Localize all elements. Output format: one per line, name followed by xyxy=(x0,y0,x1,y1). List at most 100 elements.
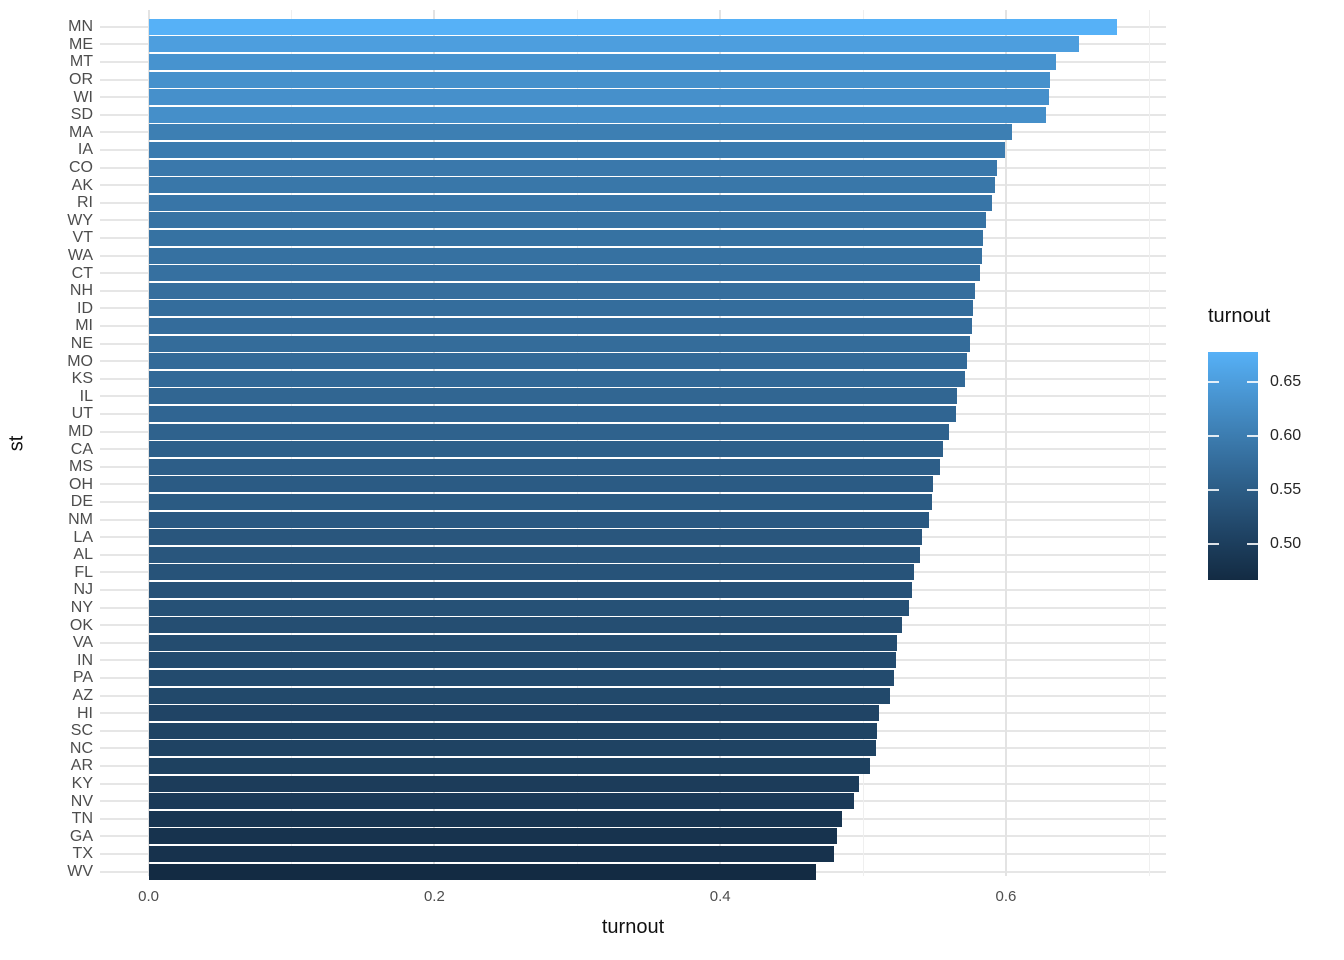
bar-AL xyxy=(148,546,921,563)
bar-SD xyxy=(148,106,1046,123)
bar-FL xyxy=(148,564,915,581)
y-tick-label: NJ xyxy=(73,581,93,599)
legend-tick-label: 0.55 xyxy=(1270,481,1302,499)
bar-AR xyxy=(148,757,871,774)
bar-MI xyxy=(148,317,972,334)
y-tick-label: HI xyxy=(77,704,93,722)
bar-DE xyxy=(148,493,932,510)
bar-MT xyxy=(148,53,1056,70)
bar-GA xyxy=(148,828,838,845)
bar-MN xyxy=(148,18,1118,35)
y-tick-label: RI xyxy=(77,194,93,212)
y-tick-label: LA xyxy=(73,528,93,546)
y-tick-label: OR xyxy=(69,71,93,89)
bar-ME xyxy=(148,36,1079,53)
y-tick-label: PA xyxy=(72,669,93,687)
bar-NJ xyxy=(148,581,912,598)
bar-NH xyxy=(148,282,975,299)
y-tick-label: IL xyxy=(79,387,93,405)
legend-tick-mark xyxy=(1208,543,1219,546)
v-gridline-minor xyxy=(1148,10,1150,876)
x-tick-label: 0.2 xyxy=(423,888,445,905)
y-tick-label: VA xyxy=(72,634,93,652)
legend-tick-mark xyxy=(1247,381,1258,384)
legend-tick-mark xyxy=(1247,435,1258,438)
legend-tick-label: 0.50 xyxy=(1270,535,1302,553)
y-tick-label: KY xyxy=(71,775,93,793)
y-tick-label: NE xyxy=(70,335,93,353)
y-tick-label: UT xyxy=(71,405,93,423)
y-tick-label: OH xyxy=(69,475,93,493)
y-tick-label: AL xyxy=(73,546,93,564)
bar-WV xyxy=(148,863,816,880)
legend-tick-label: 0.65 xyxy=(1270,373,1302,391)
bar-HI xyxy=(148,705,879,722)
bar-NM xyxy=(148,511,929,528)
x-tick-label: 0.4 xyxy=(709,888,731,905)
bar-MA xyxy=(148,124,1012,141)
bar-OK xyxy=(148,617,902,634)
legend-title: turnout xyxy=(1208,305,1271,327)
y-tick-label: WI xyxy=(73,88,93,106)
y-tick-label: NY xyxy=(70,599,93,617)
y-tick-label: CO xyxy=(69,159,93,177)
y-tick-label: TX xyxy=(72,845,93,863)
y-tick-label: OK xyxy=(69,616,93,634)
bar-NC xyxy=(148,740,876,757)
legend-tick-mark xyxy=(1247,489,1258,492)
bar-KY xyxy=(148,775,859,792)
legend-gradient-bar xyxy=(1208,352,1258,580)
bar-TN xyxy=(148,810,842,827)
y-tick-label: CT xyxy=(71,264,93,282)
bar-VA xyxy=(148,634,898,651)
y-tick-label: AK xyxy=(71,176,93,194)
bar-IL xyxy=(148,388,958,405)
bar-NY xyxy=(148,599,909,616)
y-tick-label: MD xyxy=(68,423,93,441)
y-tick-label: MN xyxy=(68,18,93,36)
bar-UT xyxy=(148,405,956,422)
y-tick-label: NH xyxy=(69,282,93,300)
y-tick-label: ME xyxy=(69,35,93,53)
y-tick-label: KS xyxy=(71,370,93,388)
y-tick-label: IA xyxy=(77,141,93,159)
bar-CT xyxy=(148,265,981,282)
bar-TX xyxy=(148,845,835,862)
x-tick-label: 0.6 xyxy=(995,888,1017,905)
y-tick-label: CA xyxy=(70,440,93,458)
y-tick-label: WA xyxy=(67,247,93,265)
bar-MD xyxy=(148,423,949,440)
bar-MO xyxy=(148,353,968,370)
y-tick-label: SD xyxy=(70,106,93,124)
y-tick-label: ID xyxy=(77,299,93,317)
bar-ID xyxy=(148,300,974,317)
y-tick-label: MA xyxy=(69,123,93,141)
bar-SC xyxy=(148,722,878,739)
bar-WI xyxy=(148,89,1049,106)
bar-RI xyxy=(148,194,992,211)
y-tick-label: WY xyxy=(67,211,93,229)
y-tick-label: DE xyxy=(70,493,93,511)
bar-PA xyxy=(148,669,895,686)
plot-panel xyxy=(100,10,1166,880)
y-tick-label: AZ xyxy=(72,687,93,705)
y-tick-label: MO xyxy=(67,352,93,370)
bar-IN xyxy=(148,652,896,669)
legend-tick-mark xyxy=(1208,381,1219,384)
bar-KS xyxy=(148,370,965,387)
y-tick-label: SC xyxy=(70,722,93,740)
bar-CO xyxy=(148,159,998,176)
bar-WA xyxy=(148,247,982,264)
legend-tick-mark xyxy=(1208,489,1219,492)
y-tick-label: FL xyxy=(74,563,93,581)
legend: turnout 0.65 0.60 0.55 0.50 xyxy=(1200,300,1344,600)
bar-IA xyxy=(148,141,1005,158)
y-tick-label: TN xyxy=(71,810,93,828)
y-tick-label: MT xyxy=(69,53,93,71)
bar-MS xyxy=(148,458,941,475)
y-tick-label: NV xyxy=(70,792,93,810)
y-tick-label: AR xyxy=(70,757,93,775)
bar-LA xyxy=(148,529,922,546)
x-axis-title: turnout xyxy=(601,916,665,938)
x-tick-label: 0.0 xyxy=(138,888,160,905)
